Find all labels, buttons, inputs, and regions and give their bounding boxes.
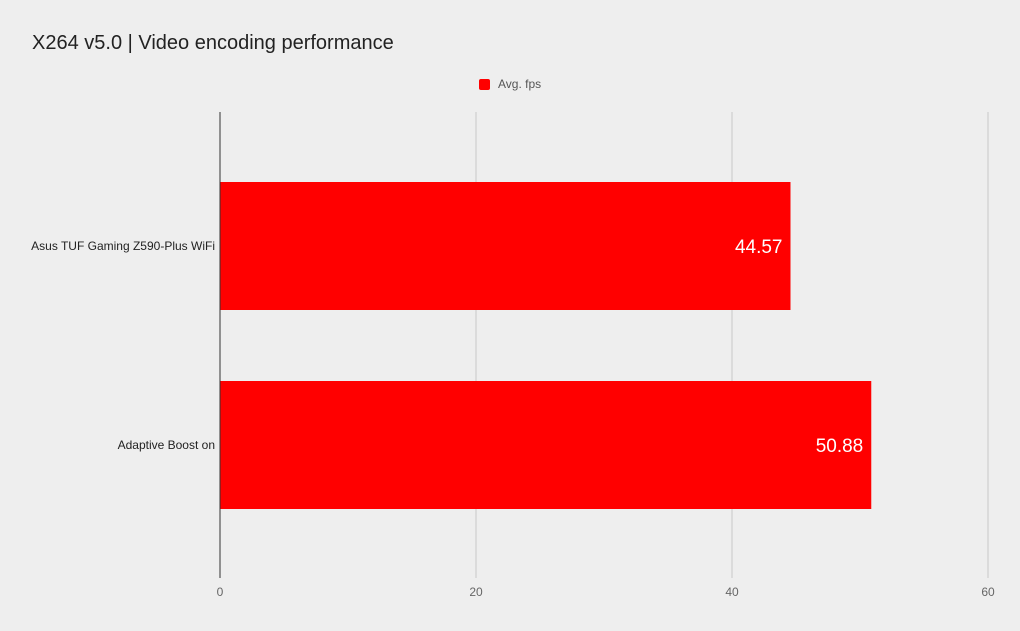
legend-swatch	[479, 78, 490, 90]
x-tick-label-60: 60	[981, 585, 995, 599]
legend: Avg. fps	[479, 77, 541, 91]
x-tick-label-20: 20	[469, 585, 483, 599]
chart-title: X264 v5.0 | Video encoding performance	[32, 32, 394, 54]
bar-0	[220, 182, 791, 310]
bar-1	[220, 381, 872, 509]
category-label-0: Asus TUF Gaming Z590-Plus WiFi	[31, 239, 215, 253]
x-tick-label-0: 0	[217, 585, 224, 599]
legend-label: Avg. fps	[498, 77, 542, 91]
x-tick-label-40: 40	[725, 585, 739, 599]
data-label-1: 50.88	[816, 436, 864, 457]
category-label-1: Adaptive Boost on	[118, 438, 215, 452]
data-label-0: 44.57	[735, 237, 783, 258]
